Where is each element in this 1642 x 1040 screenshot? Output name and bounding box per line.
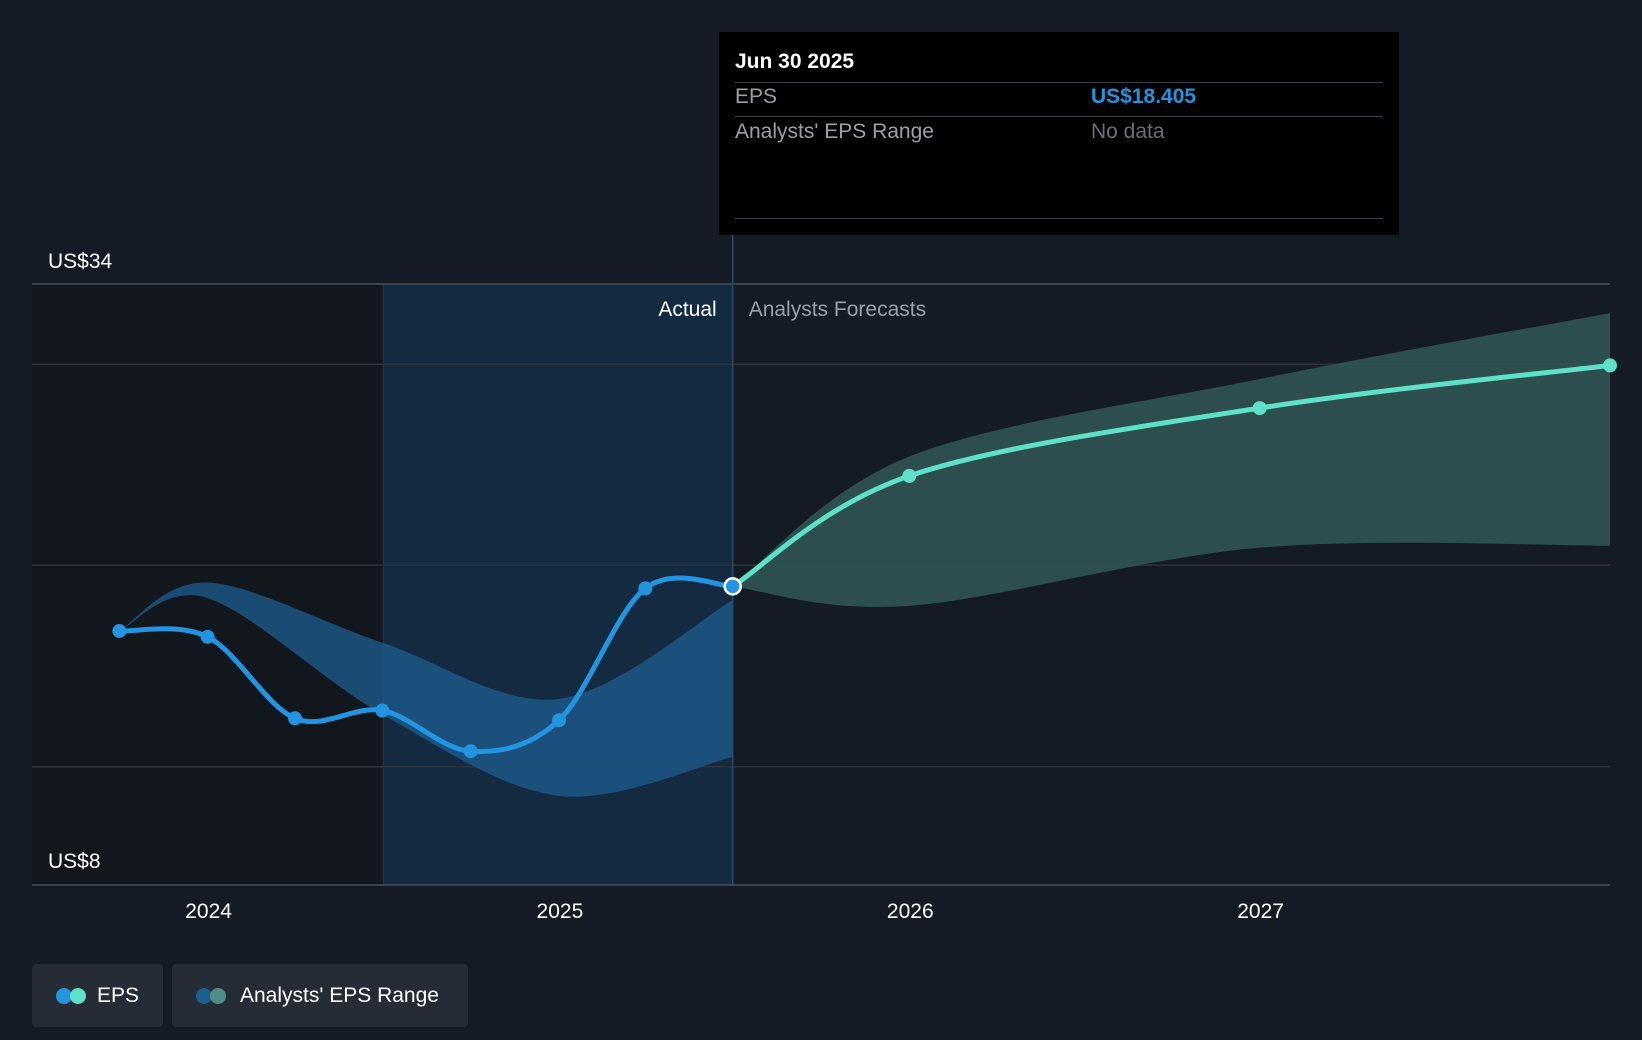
x-tick-label: 2027 xyxy=(1237,900,1284,923)
forecast-region-label: Analysts Forecasts xyxy=(749,298,926,321)
eps-forecast-point xyxy=(902,468,917,483)
x-tick-label: 2026 xyxy=(887,900,934,923)
x-tick-label: 2025 xyxy=(537,900,584,923)
eps-forecast-point xyxy=(1603,358,1617,373)
eps-forecast-point xyxy=(1252,401,1267,416)
legend-eps-range[interactable]: Analysts' EPS Range xyxy=(172,964,468,1027)
eps-point xyxy=(551,713,566,728)
tooltip-range-value: No data xyxy=(1091,120,1165,143)
tooltip-divider xyxy=(735,218,1383,219)
tooltip-range-label: Analysts' EPS Range xyxy=(735,120,934,143)
x-axis-labels: 2024 2025 2026 2027 xyxy=(185,900,1284,923)
eps-lines xyxy=(116,362,1613,754)
tooltip-divider xyxy=(735,82,1383,83)
eps-points[interactable] xyxy=(112,358,1617,759)
legend-eps-label: EPS xyxy=(96,983,139,1007)
y-tick-label: US$34 xyxy=(48,250,113,273)
eps-line xyxy=(730,362,1613,589)
tooltip-eps-label: EPS xyxy=(735,85,778,108)
tooltip-eps-value: US$18.405 xyxy=(1091,85,1197,108)
tooltip-divider xyxy=(735,116,1383,117)
y-axis-labels: US$34 US$8 xyxy=(48,250,113,873)
actual-region-label: Actual xyxy=(658,298,716,321)
legend-eps[interactable]: EPS xyxy=(32,964,163,1027)
eps-range-area xyxy=(732,313,1610,607)
eps-highlighted-point xyxy=(723,577,742,596)
range-legend-icon xyxy=(196,987,228,1004)
eps-legend-icon xyxy=(56,987,86,1004)
eps-point xyxy=(200,629,215,644)
hover-tooltip: Jun 30 2025 EPS US$18.405 Analysts' EPS … xyxy=(719,32,1399,235)
eps-point xyxy=(375,703,390,718)
x-tick-label: 2024 xyxy=(185,900,232,923)
legend-range-label: Analysts' EPS Range xyxy=(240,983,439,1007)
eps-range-area xyxy=(119,582,733,797)
eps-point xyxy=(463,744,478,759)
y-tick-label: US$8 xyxy=(48,850,101,873)
tooltip-date: Jun 30 2025 xyxy=(735,50,855,73)
eps-point xyxy=(288,711,302,726)
eps-range-areas xyxy=(119,313,1610,797)
eps-point xyxy=(638,581,653,596)
eps-line xyxy=(116,575,736,754)
eps-point xyxy=(112,624,127,639)
